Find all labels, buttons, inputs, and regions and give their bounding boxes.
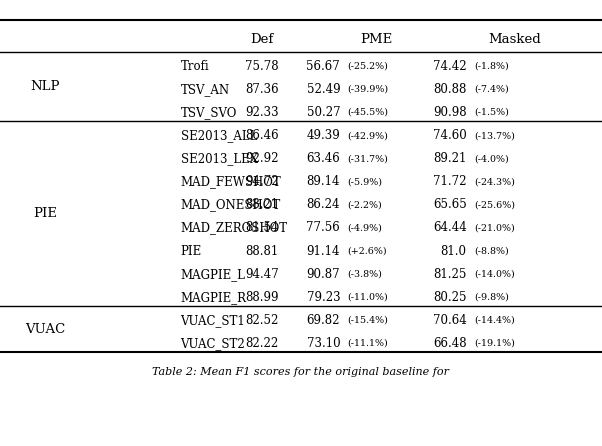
Text: (-1.8%): (-1.8%) bbox=[474, 62, 509, 71]
Text: 87.36: 87.36 bbox=[245, 83, 279, 96]
Text: (-25.2%): (-25.2%) bbox=[347, 62, 388, 71]
Text: 94.47: 94.47 bbox=[245, 268, 279, 281]
Text: VUAC: VUAC bbox=[25, 323, 65, 336]
Text: (-14.4%): (-14.4%) bbox=[474, 316, 515, 325]
Text: (-39.9%): (-39.9%) bbox=[347, 85, 388, 94]
Text: Trofi: Trofi bbox=[181, 60, 209, 73]
Text: 86.46: 86.46 bbox=[245, 129, 279, 142]
Text: 73.10: 73.10 bbox=[306, 337, 340, 350]
Text: (-14.0%): (-14.0%) bbox=[474, 270, 515, 279]
Text: (-3.8%): (-3.8%) bbox=[347, 270, 382, 279]
Text: (-19.1%): (-19.1%) bbox=[474, 339, 515, 348]
Text: SE2013_ALL: SE2013_ALL bbox=[181, 129, 257, 142]
Text: Masked: Masked bbox=[488, 33, 541, 46]
Text: 74.60: 74.60 bbox=[433, 129, 467, 142]
Text: 88.81: 88.81 bbox=[245, 244, 279, 258]
Text: 66.48: 66.48 bbox=[433, 337, 467, 350]
Text: (-42.9%): (-42.9%) bbox=[347, 131, 388, 140]
Text: PME: PME bbox=[360, 33, 393, 46]
Text: MAD_ONESHOT: MAD_ONESHOT bbox=[181, 198, 281, 211]
Text: 70.64: 70.64 bbox=[433, 314, 467, 327]
Text: (-21.0%): (-21.0%) bbox=[474, 223, 515, 232]
Text: 94.72: 94.72 bbox=[245, 175, 279, 188]
Text: 63.46: 63.46 bbox=[306, 152, 340, 165]
Text: (-2.2%): (-2.2%) bbox=[347, 200, 382, 209]
Text: 77.56: 77.56 bbox=[306, 222, 340, 235]
Text: 49.39: 49.39 bbox=[306, 129, 340, 142]
Text: (-5.9%): (-5.9%) bbox=[347, 178, 382, 186]
Text: SE2013_LEX: SE2013_LEX bbox=[181, 152, 258, 165]
Text: 64.44: 64.44 bbox=[433, 222, 467, 235]
Text: Table 2: Mean F1 scores for the original baseline for: Table 2: Mean F1 scores for the original… bbox=[152, 367, 450, 377]
Text: 79.23: 79.23 bbox=[306, 291, 340, 304]
Text: 65.65: 65.65 bbox=[433, 198, 467, 211]
Text: MAGPIE_R: MAGPIE_R bbox=[181, 291, 247, 304]
Text: 89.14: 89.14 bbox=[306, 175, 340, 188]
Text: (-13.7%): (-13.7%) bbox=[474, 131, 515, 140]
Text: VUAC_ST2: VUAC_ST2 bbox=[181, 337, 246, 350]
Text: 92.92: 92.92 bbox=[245, 152, 279, 165]
Text: (-9.8%): (-9.8%) bbox=[474, 293, 509, 302]
Text: 75.78: 75.78 bbox=[245, 60, 279, 73]
Text: (+2.6%): (+2.6%) bbox=[347, 247, 387, 256]
Text: VUAC_ST1: VUAC_ST1 bbox=[181, 314, 246, 327]
Text: MAGPIE_L: MAGPIE_L bbox=[181, 268, 246, 281]
Text: (-31.7%): (-31.7%) bbox=[347, 154, 388, 163]
Text: 81.0: 81.0 bbox=[441, 244, 467, 258]
Text: 82.52: 82.52 bbox=[245, 314, 279, 327]
Text: (-11.0%): (-11.0%) bbox=[347, 293, 388, 302]
Text: 82.22: 82.22 bbox=[245, 337, 279, 350]
Text: 80.25: 80.25 bbox=[433, 291, 467, 304]
Text: TSV_SVO: TSV_SVO bbox=[181, 106, 237, 119]
Text: (-7.4%): (-7.4%) bbox=[474, 85, 509, 94]
Text: 90.87: 90.87 bbox=[306, 268, 340, 281]
Text: NLP: NLP bbox=[30, 80, 60, 93]
Text: (-4.9%): (-4.9%) bbox=[347, 223, 382, 232]
Text: (-11.1%): (-11.1%) bbox=[347, 339, 388, 348]
Text: 50.27: 50.27 bbox=[306, 106, 340, 119]
Text: 80.88: 80.88 bbox=[433, 83, 467, 96]
Text: PIE: PIE bbox=[33, 207, 57, 220]
Text: 81.25: 81.25 bbox=[433, 268, 467, 281]
Text: 56.67: 56.67 bbox=[306, 60, 340, 73]
Text: 89.21: 89.21 bbox=[433, 152, 467, 165]
Text: MAD_FEWSHOT: MAD_FEWSHOT bbox=[181, 175, 281, 188]
Text: 71.72: 71.72 bbox=[433, 175, 467, 188]
Text: 52.49: 52.49 bbox=[306, 83, 340, 96]
Text: (-1.5%): (-1.5%) bbox=[474, 108, 509, 117]
Text: 74.42: 74.42 bbox=[433, 60, 467, 73]
Text: PIE: PIE bbox=[181, 244, 202, 258]
Text: (-8.8%): (-8.8%) bbox=[474, 247, 509, 256]
Text: 92.33: 92.33 bbox=[245, 106, 279, 119]
Text: (-15.4%): (-15.4%) bbox=[347, 316, 388, 325]
Text: TSV_AN: TSV_AN bbox=[181, 83, 230, 96]
Text: (-45.5%): (-45.5%) bbox=[347, 108, 388, 117]
Text: (-4.0%): (-4.0%) bbox=[474, 154, 509, 163]
Text: 90.98: 90.98 bbox=[433, 106, 467, 119]
Text: 91.14: 91.14 bbox=[306, 244, 340, 258]
Text: (-25.6%): (-25.6%) bbox=[474, 200, 515, 209]
Text: 69.82: 69.82 bbox=[306, 314, 340, 327]
Text: Def: Def bbox=[250, 33, 273, 46]
Text: 88.21: 88.21 bbox=[245, 198, 279, 211]
Text: 81.54: 81.54 bbox=[245, 222, 279, 235]
Text: (-24.3%): (-24.3%) bbox=[474, 178, 515, 186]
Text: 88.99: 88.99 bbox=[245, 291, 279, 304]
Text: MAD_ZEROSHOT: MAD_ZEROSHOT bbox=[181, 222, 288, 235]
Text: 86.24: 86.24 bbox=[306, 198, 340, 211]
